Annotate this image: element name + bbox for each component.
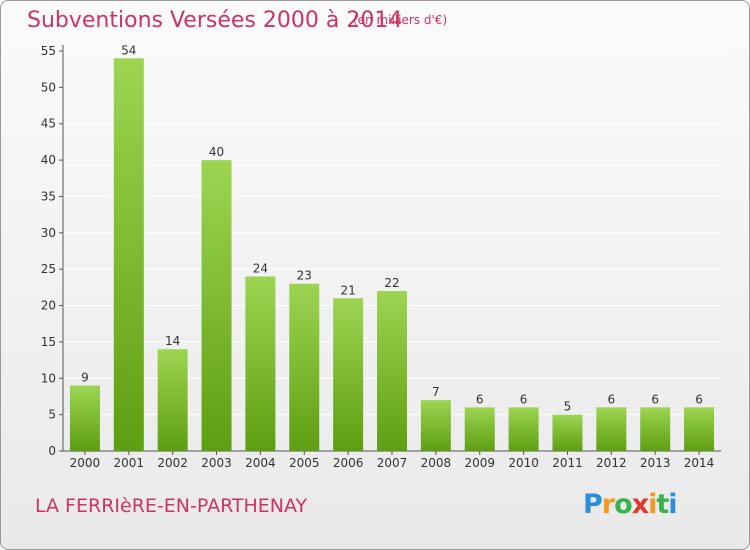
data-label: 6 xyxy=(476,392,484,406)
x-tick-label: 2011 xyxy=(552,456,583,470)
x-tick-label: 2014 xyxy=(684,456,715,470)
data-label: 5 xyxy=(564,400,572,414)
chart-unit-label: (en milliers d'€) xyxy=(353,13,448,27)
bar xyxy=(289,283,320,451)
bar xyxy=(333,298,364,451)
data-label: 7 xyxy=(432,385,440,399)
commune-name: LA FERRIèRE-EN-PARTHENAY xyxy=(35,495,308,517)
y-tick-label: 15 xyxy=(41,335,56,349)
y-tick-label: 45 xyxy=(41,117,56,131)
bars xyxy=(69,58,715,451)
y-tick-label: 55 xyxy=(41,44,56,58)
data-label: 6 xyxy=(608,392,616,406)
x-tick-label: 2003 xyxy=(201,456,232,470)
y-tick-label: 20 xyxy=(41,299,56,313)
bar xyxy=(157,349,188,451)
bar xyxy=(596,407,627,451)
y-tick-label: 50 xyxy=(41,80,56,94)
bar xyxy=(201,160,232,451)
bar xyxy=(464,407,495,451)
x-tick-label: 2007 xyxy=(377,456,408,470)
data-label: 21 xyxy=(340,283,355,297)
bar xyxy=(113,58,144,451)
data-label: 6 xyxy=(520,392,528,406)
y-tick-label: 40 xyxy=(41,153,56,167)
x-tick-label: 2013 xyxy=(640,456,671,470)
x-tick-label: 2010 xyxy=(508,456,539,470)
labels: 0 5 10 15 20 25 30 35 40 45 50 55 9 2000 54 2001 14 2002 4… xyxy=(41,43,715,470)
data-label: 22 xyxy=(384,276,399,290)
y-tick-label: 35 xyxy=(41,189,56,203)
data-label: 6 xyxy=(651,392,659,406)
x-tick-label: 2009 xyxy=(464,456,495,470)
data-label: 54 xyxy=(121,43,136,57)
bar xyxy=(420,400,451,451)
bar xyxy=(69,385,100,451)
data-label: 14 xyxy=(165,334,180,348)
x-tick-label: 2008 xyxy=(421,456,452,470)
data-label: 23 xyxy=(297,269,312,283)
bar xyxy=(640,407,671,451)
bar xyxy=(377,291,407,451)
chart-title: Subventions Versées 2000 à 2014 xyxy=(27,8,403,33)
data-label: 6 xyxy=(695,392,703,406)
data-label: 9 xyxy=(81,371,89,385)
y-tick-label: 5 xyxy=(48,408,56,422)
x-tick-label: 2000 xyxy=(70,456,101,470)
data-label: 24 xyxy=(253,261,268,275)
x-tick-label: 2002 xyxy=(157,456,188,470)
y-tick-label: 10 xyxy=(41,371,56,385)
bar xyxy=(684,407,715,451)
data-label: 40 xyxy=(209,145,224,159)
bar xyxy=(245,276,276,451)
x-tick-label: 2004 xyxy=(245,456,276,470)
bar xyxy=(552,414,583,451)
x-tick-label: 2006 xyxy=(333,456,364,470)
x-tick-label: 2012 xyxy=(596,456,627,470)
bar xyxy=(508,407,539,451)
y-tick-label: 25 xyxy=(41,262,56,276)
y-tick-label: 30 xyxy=(41,226,56,240)
proxiti-logo: Proxiti xyxy=(583,489,678,520)
y-tick-label: 0 xyxy=(48,444,56,458)
x-tick-label: 2005 xyxy=(289,456,320,470)
x-tick-label: 2001 xyxy=(114,456,145,470)
